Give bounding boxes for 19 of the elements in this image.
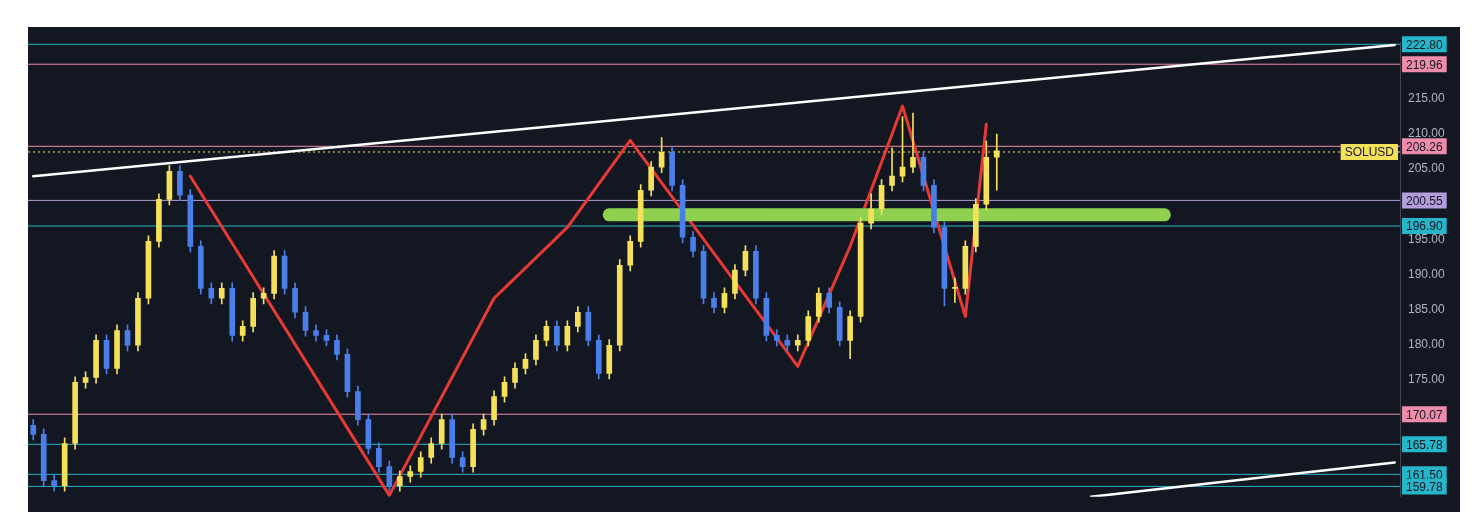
y-tick-label: 175.00: [1408, 371, 1446, 386]
ref-line-label: 161.50: [1406, 467, 1444, 482]
ref-line-label: 219.96: [1406, 57, 1444, 72]
y-tick-label: 195.00: [1408, 231, 1446, 246]
y-tick-label: 185.00: [1408, 301, 1446, 316]
ref-line-label: 200.55: [1406, 193, 1444, 208]
ref-line-label: 165.78: [1406, 437, 1444, 452]
y-tick-label: 215.00: [1408, 91, 1446, 106]
ref-line-label: 159.78: [1406, 479, 1444, 494]
ref-line-label: 222.80: [1406, 37, 1444, 52]
y-tick-label: 190.00: [1408, 266, 1446, 281]
ref-line-label: SOLUSD: [1344, 145, 1395, 160]
y-tick-label: 180.00: [1408, 336, 1446, 351]
ref-line-label: 196.90: [1406, 219, 1444, 234]
y-tick-label: 205.00: [1408, 161, 1446, 176]
ref-line-label: 208.26: [1406, 139, 1444, 154]
candlestick: [952, 277, 958, 303]
y-tick-label: 210.00: [1408, 126, 1446, 141]
ref-line-label: 170.07: [1406, 407, 1444, 422]
